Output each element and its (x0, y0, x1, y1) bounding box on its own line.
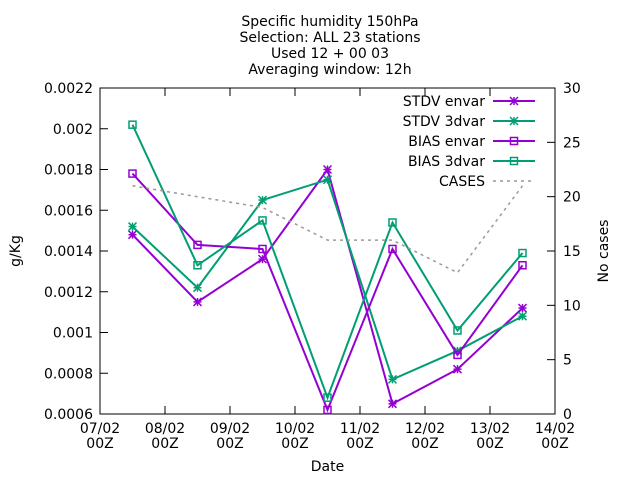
x-tick-label: 07/02 (80, 421, 120, 437)
data-point (517, 311, 528, 321)
legend-marker (509, 96, 519, 106)
legend-label: CASES (439, 174, 485, 190)
marker-stroke (509, 96, 519, 106)
y2-tick-label: 0 (563, 407, 572, 423)
y2-tick-label: 5 (563, 353, 572, 369)
data-point (387, 399, 398, 409)
data-point (388, 218, 397, 227)
data-point (193, 240, 202, 250)
title-line: Specific humidity 150hPa (241, 14, 418, 30)
data-point (323, 405, 332, 415)
x-tick-label: 00Z (541, 436, 568, 452)
x-axis-label: Date (311, 459, 344, 475)
title-line: Averaging window: 12h (248, 62, 411, 78)
data-point (518, 248, 527, 258)
x-tick-label: 08/02 (145, 421, 185, 437)
data-point (388, 244, 397, 254)
x-tick-label: 14/02 (535, 421, 575, 437)
y-tick-label: 0.001 (53, 326, 93, 342)
marker-stroke (127, 222, 138, 232)
legend-label: BIAS 3dvar (408, 154, 485, 170)
marker-stroke (127, 230, 138, 240)
x-tick-label: 00Z (281, 436, 308, 452)
y-tick-label: 0.0012 (44, 285, 93, 301)
y-tick-label: 0.002 (53, 122, 93, 138)
y-tick-label: 0.0008 (44, 366, 93, 382)
data-point (192, 283, 203, 293)
y-tick-label: 0.0016 (44, 203, 93, 219)
x-tick-label: 11/02 (340, 421, 380, 437)
y-tick-label: 0.0006 (44, 407, 93, 423)
x-tick-label: 12/02 (405, 421, 445, 437)
data-point (127, 230, 138, 240)
legend-label: BIAS envar (408, 134, 485, 150)
marker-stroke (322, 175, 333, 185)
marker-stroke (387, 374, 398, 384)
data-point (322, 164, 333, 175)
y2-axis-label: No cases (596, 220, 612, 283)
data-point (322, 175, 333, 185)
data-point (453, 326, 462, 335)
legend-marker (509, 136, 519, 146)
marker-stroke (452, 364, 463, 374)
marker-stroke (257, 195, 268, 205)
data-point (258, 244, 267, 254)
series-line-3 (131, 124, 524, 401)
data-point (518, 261, 527, 270)
y-tick-label: 0.0014 (44, 244, 93, 260)
marker-stroke (192, 283, 203, 293)
marker-stroke (387, 399, 398, 409)
x-tick-label: 13/02 (470, 421, 510, 437)
y2-tick-label: 25 (563, 135, 581, 151)
series-line-4 (132, 185, 524, 274)
data-point (192, 297, 203, 307)
data-point (128, 120, 137, 129)
x-tick-label: 00Z (216, 436, 243, 452)
data-point (387, 374, 398, 384)
legend-marker (509, 156, 519, 166)
title-line: Used 12 + 00 03 (271, 46, 389, 62)
marker-stroke (517, 303, 528, 313)
marker-stroke (322, 164, 333, 175)
x-tick-label: 00Z (86, 436, 113, 452)
data-point (517, 303, 528, 313)
y-tick-label: 0.0018 (44, 163, 93, 179)
marker-stroke (509, 116, 519, 126)
data-point (453, 350, 462, 360)
axes: 0.0006 0.0008 0.001 0.0012 0.0014 0.0016 0.001… (8, 81, 612, 475)
series-line-2 (131, 172, 524, 413)
y2-tick-label: 30 (563, 81, 581, 97)
title-line: Selection: ALL 23 stations (239, 30, 420, 46)
x-tick-label: 00Z (346, 436, 373, 452)
data-point (257, 195, 268, 205)
data-point (128, 169, 137, 178)
x-tick-label: 00Z (476, 436, 503, 452)
marker-stroke (192, 297, 203, 307)
x-tick-label: 00Z (411, 436, 438, 452)
y-axis-label: g/Kg (8, 235, 24, 267)
legend-label: STDV envar (403, 94, 485, 110)
legend-label: STDV 3dvar (403, 114, 486, 130)
data-point (258, 216, 267, 225)
data-point (323, 393, 332, 402)
y-tick-label: 0.0022 (44, 81, 93, 97)
data-point (452, 364, 463, 374)
x-tick-label: 00Z (151, 436, 178, 452)
y2-tick-label: 10 (563, 298, 581, 314)
legend-marker (509, 116, 519, 126)
y2-tick-label: 15 (563, 244, 581, 260)
x-tick-label: 09/02 (210, 421, 250, 437)
marker-stroke (517, 311, 528, 321)
y2-tick-label: 20 (563, 190, 581, 206)
legend: STDV envar STDV 3dvar BIAS envar BIAS 3dvar… (403, 94, 535, 190)
data-point (127, 222, 138, 232)
series-area (127, 120, 528, 415)
data-point (193, 261, 202, 270)
x-tick-label: 10/02 (275, 421, 315, 437)
